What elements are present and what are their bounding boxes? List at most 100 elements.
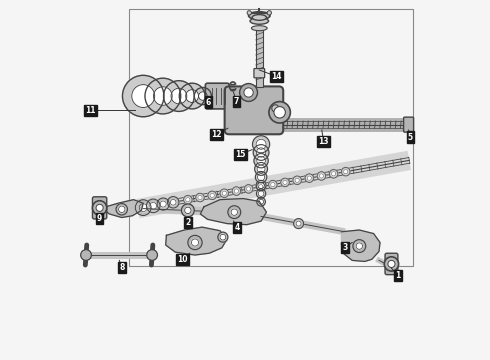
Circle shape — [184, 195, 192, 204]
Circle shape — [247, 11, 251, 15]
Circle shape — [254, 154, 268, 168]
Text: 12: 12 — [211, 130, 221, 139]
Circle shape — [232, 187, 241, 195]
Text: 14: 14 — [271, 72, 282, 81]
Circle shape — [228, 206, 241, 219]
Circle shape — [245, 185, 253, 193]
Circle shape — [256, 189, 266, 198]
Circle shape — [171, 199, 176, 205]
Text: 8: 8 — [119, 263, 124, 272]
Circle shape — [244, 88, 253, 97]
Circle shape — [258, 191, 264, 197]
Circle shape — [253, 145, 269, 160]
Circle shape — [256, 183, 265, 191]
Circle shape — [259, 185, 263, 189]
Circle shape — [168, 197, 179, 208]
Polygon shape — [200, 199, 267, 225]
Circle shape — [272, 105, 279, 112]
Circle shape — [283, 180, 287, 185]
Circle shape — [258, 182, 264, 189]
Bar — [129, 9, 413, 266]
Circle shape — [145, 78, 181, 114]
Ellipse shape — [251, 26, 267, 31]
Circle shape — [329, 170, 338, 178]
Circle shape — [255, 171, 267, 183]
Circle shape — [353, 240, 366, 252]
Circle shape — [305, 174, 314, 183]
Circle shape — [160, 201, 166, 207]
FancyBboxPatch shape — [256, 30, 263, 87]
Circle shape — [116, 203, 127, 215]
Circle shape — [122, 75, 164, 117]
Circle shape — [293, 176, 301, 185]
Polygon shape — [102, 200, 143, 217]
Circle shape — [269, 180, 277, 189]
Circle shape — [255, 162, 268, 175]
Circle shape — [256, 139, 266, 149]
Circle shape — [256, 180, 266, 190]
Circle shape — [388, 260, 395, 267]
Text: 11: 11 — [85, 106, 96, 115]
Circle shape — [194, 87, 211, 105]
Circle shape — [218, 232, 228, 242]
Circle shape — [295, 178, 299, 183]
Circle shape — [198, 92, 207, 100]
Polygon shape — [166, 227, 227, 255]
Circle shape — [240, 84, 258, 102]
Circle shape — [342, 167, 350, 176]
Circle shape — [198, 195, 202, 200]
Circle shape — [139, 204, 147, 212]
FancyBboxPatch shape — [93, 197, 107, 219]
Text: 3: 3 — [343, 243, 347, 252]
Circle shape — [259, 199, 264, 204]
Circle shape — [270, 183, 275, 187]
Circle shape — [96, 204, 103, 211]
Circle shape — [171, 88, 187, 104]
Circle shape — [186, 90, 198, 103]
Circle shape — [93, 201, 107, 215]
Circle shape — [267, 11, 271, 15]
Circle shape — [294, 219, 304, 229]
Circle shape — [319, 174, 323, 178]
Circle shape — [257, 165, 265, 173]
Text: 1: 1 — [395, 271, 400, 280]
Circle shape — [356, 243, 363, 249]
Ellipse shape — [252, 15, 267, 20]
Ellipse shape — [248, 12, 270, 19]
Circle shape — [147, 249, 157, 260]
Circle shape — [246, 187, 251, 191]
Circle shape — [296, 221, 301, 226]
Circle shape — [307, 176, 312, 180]
FancyBboxPatch shape — [404, 117, 414, 132]
Text: 15: 15 — [236, 150, 246, 159]
Circle shape — [257, 198, 266, 206]
Circle shape — [157, 198, 169, 210]
Circle shape — [258, 174, 265, 181]
Circle shape — [331, 172, 336, 176]
Circle shape — [188, 235, 202, 249]
Circle shape — [185, 207, 191, 213]
Text: 4: 4 — [235, 222, 240, 231]
Circle shape — [343, 170, 348, 174]
Circle shape — [147, 199, 160, 213]
FancyBboxPatch shape — [224, 86, 283, 134]
Circle shape — [220, 189, 228, 198]
Circle shape — [220, 234, 226, 240]
Circle shape — [135, 200, 151, 216]
Circle shape — [257, 157, 266, 165]
Circle shape — [181, 204, 194, 217]
Text: 6: 6 — [206, 98, 211, 107]
Circle shape — [210, 193, 214, 198]
Circle shape — [192, 239, 198, 246]
Text: 5: 5 — [408, 132, 413, 141]
Text: 9: 9 — [97, 214, 102, 223]
FancyBboxPatch shape — [205, 83, 229, 109]
Circle shape — [164, 81, 194, 111]
Circle shape — [256, 148, 266, 157]
Circle shape — [179, 83, 205, 109]
Circle shape — [252, 136, 270, 153]
Circle shape — [186, 198, 190, 202]
Text: 10: 10 — [177, 255, 188, 264]
Circle shape — [119, 206, 125, 212]
Circle shape — [231, 209, 238, 215]
